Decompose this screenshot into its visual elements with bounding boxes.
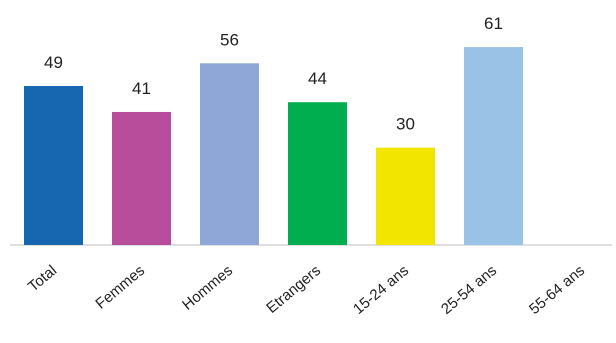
x-tick-label: Femmes [92,262,148,313]
value-label: 41 [132,79,151,98]
bar-15-24-ans [376,147,435,245]
value-label: 30 [396,115,415,134]
value-label: 56 [220,30,239,49]
value-labels-group: 49 41 56 44 30 61 [44,14,503,134]
bar-hommes [200,63,259,245]
x-tick-label: Hommes [179,262,236,314]
x-tick-label: 55-64 ans [526,262,588,318]
x-tick-label: 25-54 ans [438,262,500,318]
x-tick-label: Etrangers [263,262,324,317]
value-label: 49 [44,53,63,72]
bar-25-54-ans [464,47,523,246]
x-tick-labels-group: Total Femmes Hommes Etrangers 15-24 ans 25-54… [25,262,588,318]
value-label: 61 [484,14,503,33]
bars-group [24,47,523,246]
bar-femmes [112,111,171,245]
value-label: 44 [308,69,327,88]
bar-total [24,85,83,246]
x-tick-label: 15-24 ans [350,262,412,318]
bar-etrangers [288,102,347,245]
x-tick-label: Total [25,262,60,295]
